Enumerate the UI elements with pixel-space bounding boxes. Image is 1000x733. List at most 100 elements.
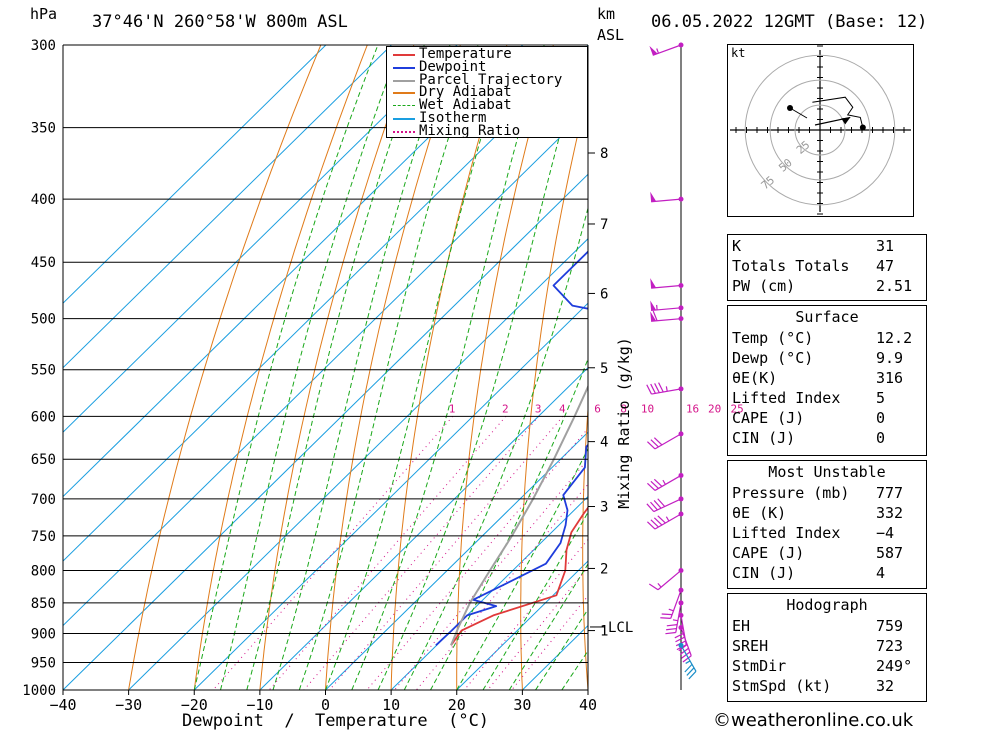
wind-barb-full (665, 631, 676, 635)
pressure-tick-label: 950 (31, 656, 56, 672)
wet-adiabat-line (325, 45, 510, 690)
wind-barb-full (647, 521, 656, 530)
pressure-tick-label: 300 (31, 38, 56, 54)
wind-barb (650, 191, 684, 203)
wet-adiabat-line (193, 45, 379, 690)
hodograph-trace (812, 96, 864, 128)
wind-barb-full (648, 583, 659, 591)
most-unstable-value: 332 (876, 504, 904, 522)
mixing-ratio-line (487, 566, 588, 690)
wind-barb-flag (650, 300, 657, 311)
legend-label: Isotherm (419, 109, 487, 126)
mixing-ratio-axis-label: Mixing Ratio (g/kg) (615, 337, 633, 509)
x-tick-label: 20 (448, 696, 466, 714)
wind-barb (647, 511, 684, 530)
km-tick-label: 5 (600, 361, 608, 377)
copyright-link[interactable]: ©weatheronline.co.uk (713, 710, 914, 731)
index-row: PW (cm) 2.51 (728, 276, 928, 296)
mixing-ratio-line (511, 594, 588, 690)
location-title: 37°46'N 260°58'W 800m ASL (92, 12, 348, 32)
wet-adiabat-line (403, 206, 588, 690)
surface-label: θE(K) (732, 369, 778, 387)
wind-barb-full (646, 503, 655, 512)
hodograph-stat-label: StmDir (732, 657, 787, 675)
index-row: K 31 (728, 236, 928, 256)
hodograph-shear-line (789, 107, 808, 119)
wind-barb-full (654, 383, 660, 393)
most-unstable-row: CIN (J) 4 (728, 563, 928, 583)
wind-barb-full (657, 515, 666, 524)
surface-title: Surface (795, 308, 859, 326)
asl-unit-label: ASL (597, 26, 625, 44)
most-unstable-row: Pressure (mb) 777 (728, 483, 928, 503)
wind-barb-full (650, 480, 659, 489)
wind-barb-full (647, 441, 656, 450)
wind-barb-full (653, 517, 663, 526)
dry-adiabat-line (325, 45, 461, 690)
mixing-ratio-line (394, 458, 588, 690)
wind-barb-full (650, 501, 658, 511)
most-unstable-value: 587 (876, 544, 904, 562)
x-tick-label: 40 (579, 696, 597, 714)
legend-swatch (393, 54, 415, 56)
pressure-tick-label: 750 (31, 529, 56, 545)
surface-label: Temp (°C) (732, 329, 814, 347)
hodograph-stat-row: StmDir 249° (728, 656, 928, 676)
most-unstable-title: Most Unstable (768, 463, 886, 481)
isotherm-line (193, 302, 588, 690)
surface-label: Dewp (°C) (732, 349, 814, 367)
hodograph-stat-value: 759 (876, 617, 904, 635)
dry-adiabat-line (643, 45, 693, 690)
lcl-label: LCL (608, 620, 633, 636)
hodograph-stat-value: 32 (876, 677, 895, 695)
dry-adiabat-line (193, 45, 368, 690)
surface-value: 0 (876, 409, 886, 427)
wind-barb-flag (650, 311, 657, 322)
mixing-ratio-line (329, 415, 564, 690)
isotherm-line (128, 238, 588, 690)
surface-row: Lifted Index 5 (728, 388, 928, 408)
isotherm-line (63, 173, 588, 690)
legend-label: Dry Adiabat (419, 84, 512, 101)
wind-barb-staff (680, 627, 692, 656)
index-label: Totals Totals (732, 257, 850, 275)
most-unstable-label: Pressure (mb) (732, 484, 850, 502)
isotherm-line (63, 45, 392, 369)
hodograph-stat-value: 249° (876, 657, 913, 675)
km-tick-label: 8 (600, 146, 608, 162)
hodograph-stat-value: 723 (876, 637, 904, 655)
x-tick-label: −10 (246, 696, 273, 714)
wind-barb-flag (650, 278, 657, 289)
mixing-ratio-label: 25 (730, 402, 743, 415)
wet-adiabat-line (351, 45, 545, 690)
pressure-tick-label: 850 (31, 596, 56, 612)
wind-barb-full (652, 310, 658, 321)
pressure-tick-label: 400 (31, 192, 56, 208)
wind-barb-full (653, 437, 663, 446)
legend-entry: Mixing Ratio (387, 124, 587, 138)
wind-barb-full (681, 651, 691, 659)
legend-swatch (393, 117, 415, 120)
wind-barb-half (668, 608, 674, 612)
most-unstable-label: θE (K) (732, 504, 787, 522)
legend-swatch (393, 66, 415, 69)
most-unstable-panel: Most Unstable Pressure (mb) 777 θE (K) 332 L… (727, 460, 927, 589)
legend-label: Wet Adiabat (419, 97, 512, 114)
wind-barb-full (653, 478, 663, 487)
wind-barb-full (674, 632, 685, 639)
hodograph-start-dot (787, 105, 793, 111)
most-unstable-value: 4 (876, 564, 886, 582)
isotherm-line (63, 45, 588, 562)
wind-barb-staff (651, 198, 682, 203)
hodograph-stats-panel: Hodograph EH 759 SREH 723 StmDir 249° StmSpd (… (727, 593, 927, 702)
x-tick-label: −20 (181, 696, 208, 714)
hodograph-ring (794, 104, 846, 156)
wind-barb-full (686, 667, 695, 676)
wind-barb-staff (657, 569, 682, 591)
wind-barb-staff (675, 602, 682, 633)
dewpoint-line (435, 250, 588, 646)
x-axis-label: Dewpoint / Temperature (°C) (182, 711, 490, 731)
surface-value: 9.9 (876, 349, 904, 367)
wet-adiabat-line (272, 45, 451, 690)
